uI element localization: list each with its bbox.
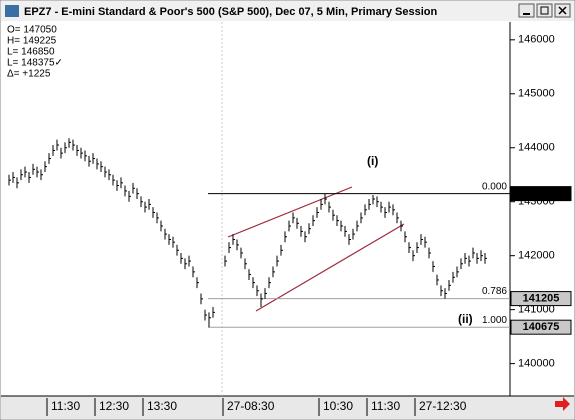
y-tick-label: 144000 [518, 142, 555, 154]
level-label: 1.000 [482, 315, 507, 326]
y-tick-label: 141000 [518, 304, 555, 316]
y-tick-label: 146000 [518, 34, 555, 46]
price-tag [510, 186, 572, 202]
info-line: Δ= +1225 [7, 69, 51, 80]
wave-label: (ii) [458, 312, 473, 326]
level-label: 0.786 [482, 286, 507, 297]
wave-label: (i) [367, 154, 378, 168]
price-tag-label: 141205 [523, 292, 560, 304]
x-tick-label: 13:30 [147, 399, 177, 413]
price-tag-label: 140675 [523, 321, 560, 333]
trend-line [255, 223, 405, 312]
price-tag-label: 143150 [523, 188, 560, 200]
x-tick-label: 27-12:30 [419, 399, 467, 413]
title-bar [1, 1, 574, 21]
price-tag [510, 291, 572, 307]
maximize-button[interactable] [536, 3, 553, 18]
minimize-button[interactable] [518, 3, 535, 18]
window-title: EPZ7 - E-mini Standard & Poor's 500 (S&P… [24, 6, 438, 18]
scroll-arrow[interactable] [555, 397, 570, 411]
time-axis-bar [1, 396, 574, 419]
info-line: O= 147050 [7, 25, 57, 36]
price-tag [510, 319, 572, 335]
x-tick-label: 11:30 [371, 399, 400, 413]
window-icon [5, 5, 19, 17]
y-tick-label: 142000 [518, 250, 555, 262]
info-line: L= 146850 [7, 47, 55, 58]
x-tick-label: 10:30 [323, 399, 353, 413]
x-tick-label: 11:30 [51, 399, 80, 413]
trend-line [227, 186, 353, 238]
x-tick-label: 12:30 [99, 399, 129, 413]
maximize-glyph [540, 6, 549, 15]
x-tick-label: 27-08:30 [227, 399, 275, 413]
level-label: 0.000 [482, 181, 507, 192]
y-tick-label: 140000 [518, 358, 555, 370]
close-glyph [558, 6, 567, 15]
info-line: L= 148375✓ [7, 58, 63, 69]
y-tick-label: 145000 [518, 88, 555, 100]
window-buttons[interactable] [518, 3, 571, 18]
info-line: H= 149225 [7, 36, 57, 47]
